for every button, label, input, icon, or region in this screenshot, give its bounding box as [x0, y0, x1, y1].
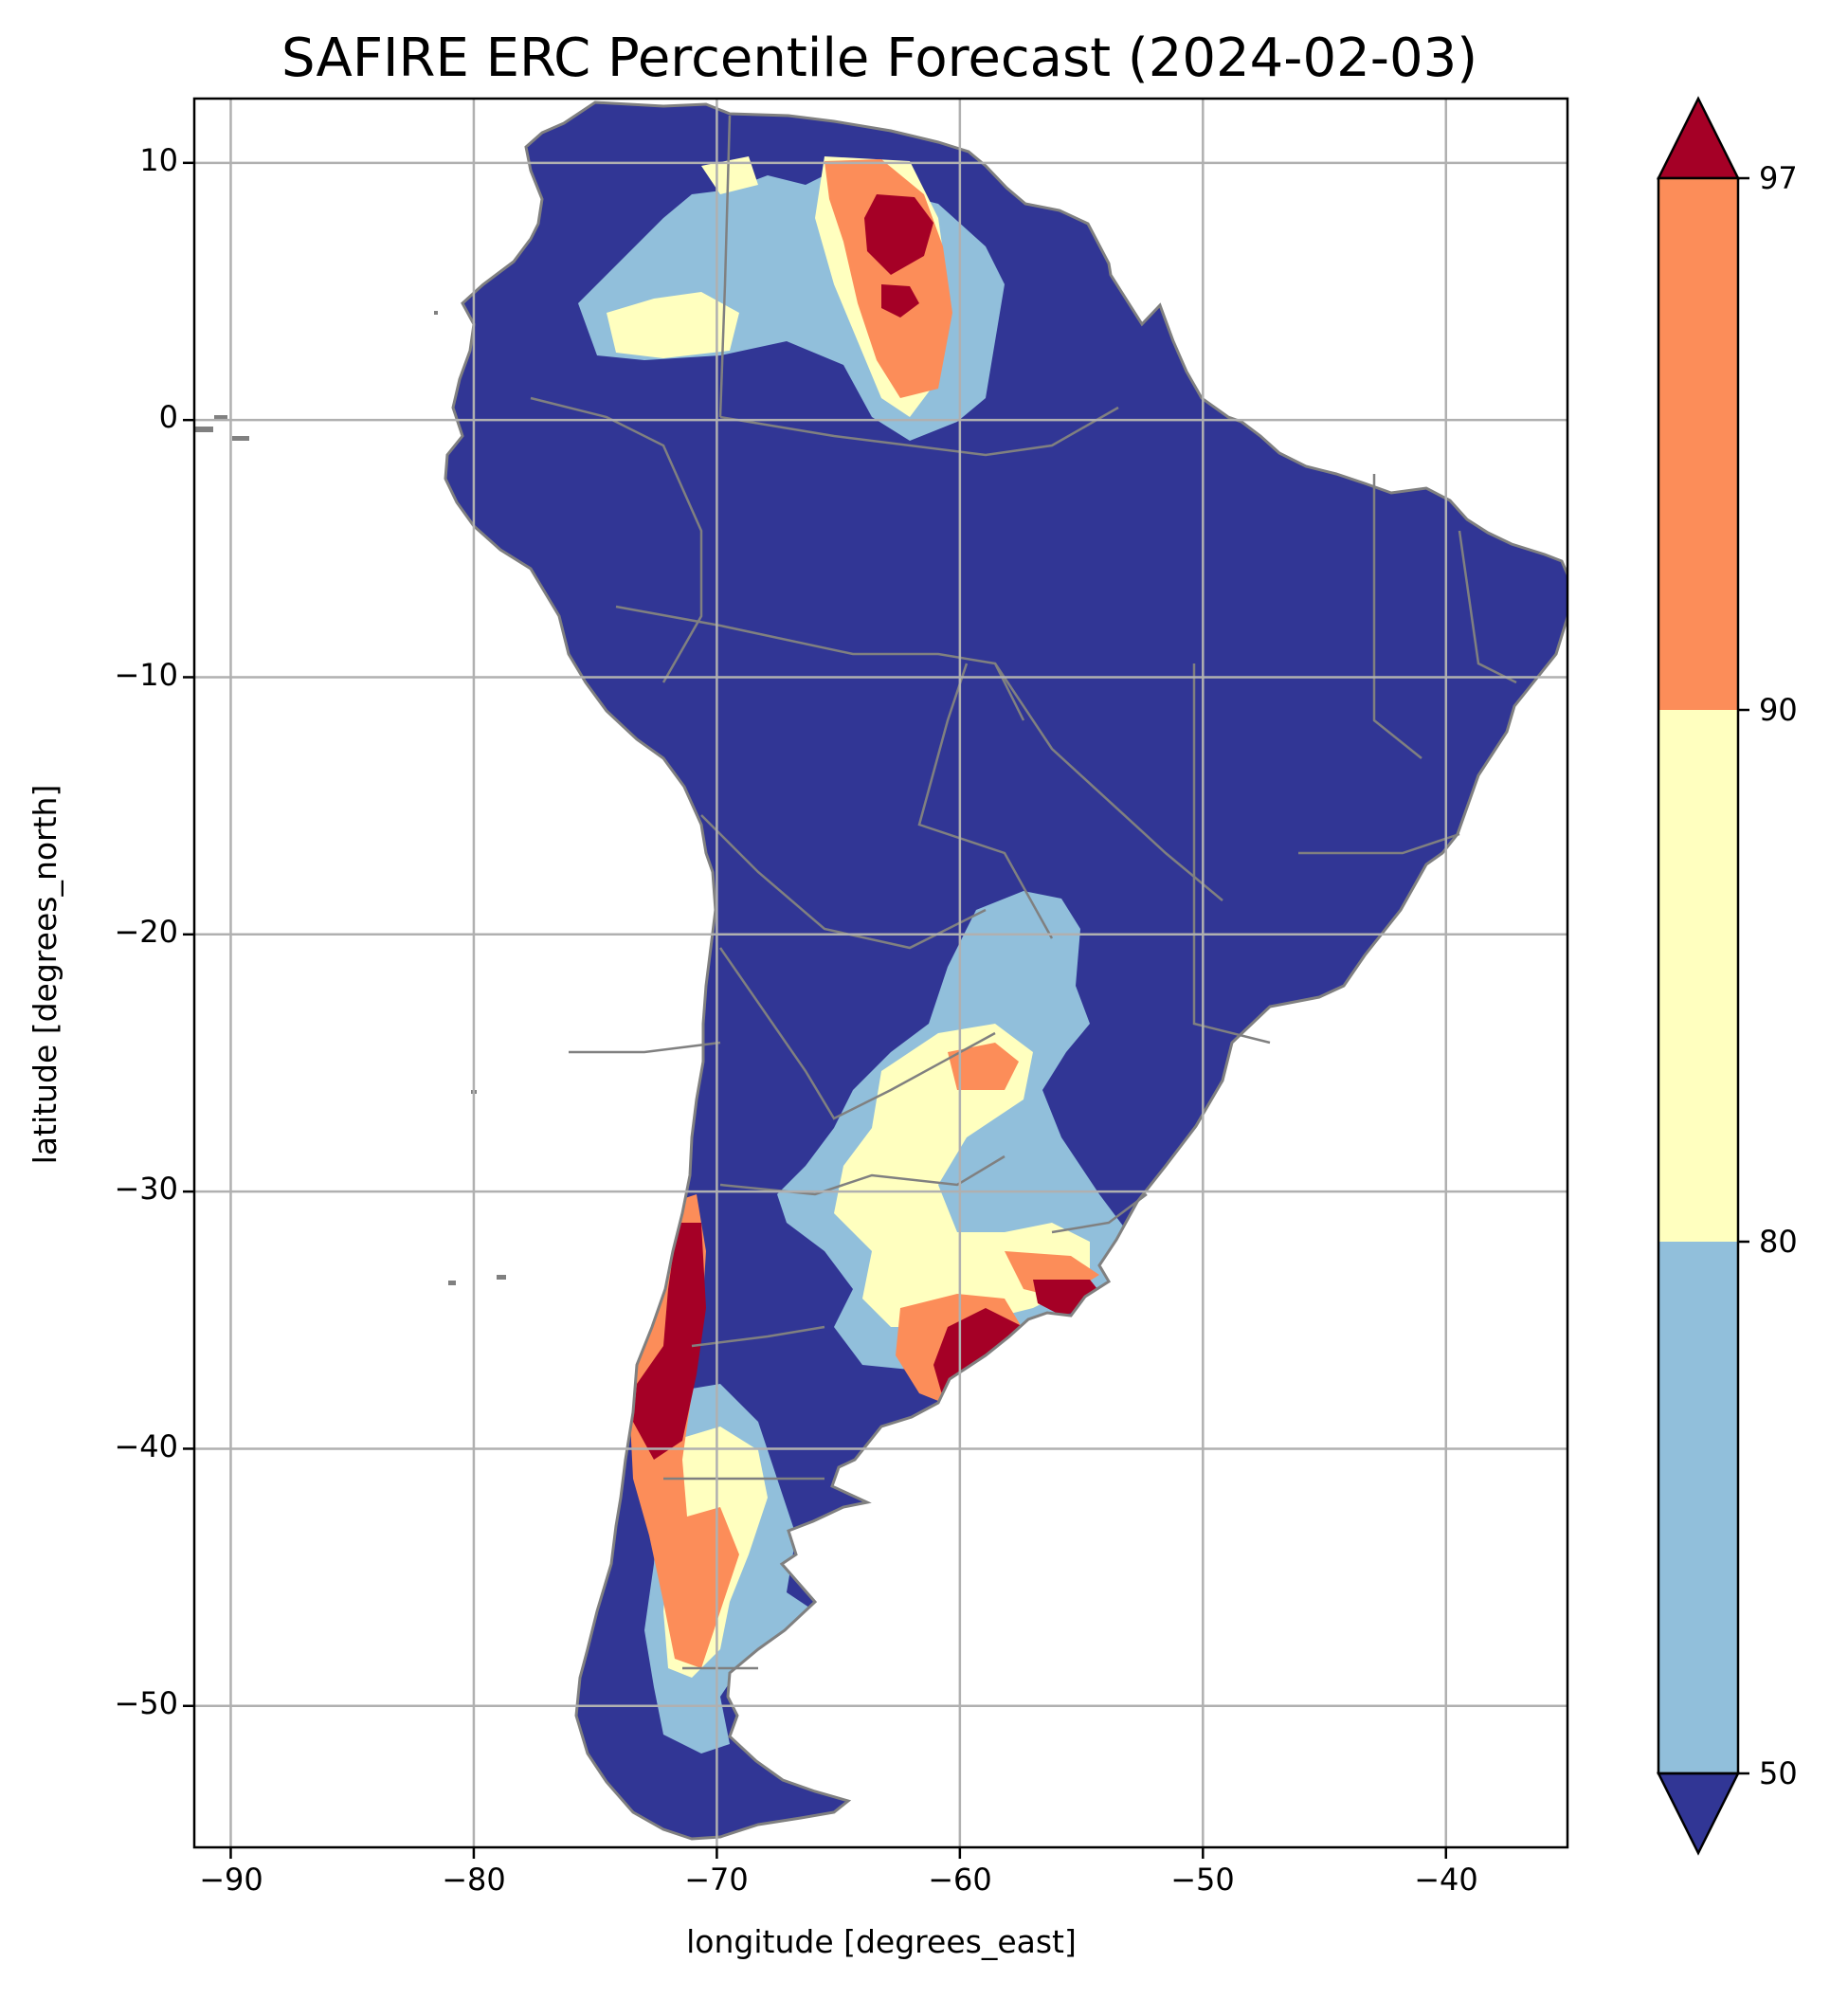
- y-axis-label: latitude [degrees_north]: [27, 785, 63, 1165]
- x-tick-label: −80: [442, 1862, 506, 1898]
- colorbar-segment-50-80: [1658, 1242, 1738, 1773]
- colorbar-tick-label: 97: [1759, 160, 1798, 196]
- colorbar-segment-90-97: [1658, 178, 1738, 710]
- colorbar-extend-under: [1656, 1772, 1741, 1856]
- colorbar-frame: [1657, 176, 1740, 1775]
- x-tick-label: −70: [684, 1862, 749, 1898]
- y-tick-label: 0: [159, 399, 178, 435]
- y-tick-label: −10: [114, 657, 178, 693]
- y-tick-label: 10: [139, 142, 178, 178]
- x-axis: −90 −80 −70 −60 −50 −40 longitude [degre…: [199, 1847, 1478, 1960]
- y-tick-label: −20: [114, 914, 178, 950]
- y-tick-label: −40: [114, 1428, 178, 1464]
- x-axis-label: longitude [degrees_east]: [686, 1923, 1077, 1960]
- axes-frame: [192, 97, 1569, 1849]
- colorbar-tick-label: 90: [1759, 692, 1798, 728]
- percentile-fields: [578, 156, 1128, 1754]
- y-tick-label: −50: [114, 1685, 178, 1721]
- colorbar-tick-label: 50: [1759, 1755, 1798, 1791]
- y-axis: 10 0 −10 −20 −30 −40 −50 latitude [degre…: [27, 142, 194, 1721]
- y-tick-label: −30: [114, 1171, 178, 1207]
- colorbar-tick-label: 80: [1759, 1224, 1798, 1260]
- x-tick-label: −40: [1414, 1862, 1478, 1898]
- x-tick-label: −90: [199, 1862, 263, 1898]
- map-axes: [192, 97, 1569, 1849]
- internal-borders: [530, 115, 1517, 1670]
- colorbar-extend-over: [1656, 96, 1741, 180]
- field-80-90-south: [834, 1024, 1090, 1327]
- field-90-97-south: [896, 1043, 1099, 1412]
- field-97-north: [864, 194, 933, 318]
- field-97-chile: [633, 1223, 706, 1460]
- x-tick-label: −50: [1170, 1862, 1235, 1898]
- colorbar-segment-80-90: [1658, 710, 1738, 1242]
- colorbar: 97 90 80 50: [1656, 96, 1798, 1856]
- chart-title: SAFIRE ERC Percentile Forecast (2024-02-…: [281, 27, 1477, 89]
- x-tick-label: −60: [928, 1862, 992, 1898]
- gridlines: [194, 99, 1567, 1847]
